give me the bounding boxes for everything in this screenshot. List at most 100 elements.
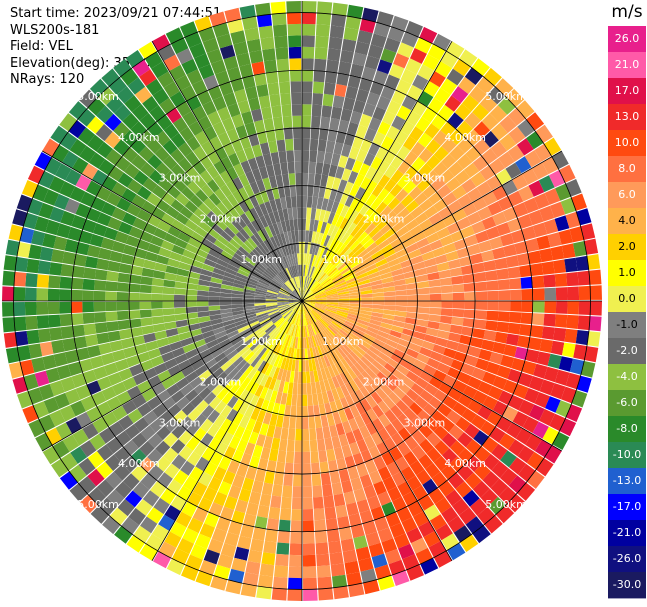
radar-gate [337, 308, 349, 314]
radar-gate [349, 297, 362, 301]
radar-gate [314, 305, 326, 312]
radar-gate [455, 169, 471, 185]
radar-gate [302, 337, 305, 349]
radar-gate [507, 266, 521, 279]
radar-gate [508, 439, 525, 457]
radar-gate [505, 162, 522, 179]
radar-gate [410, 383, 425, 396]
radar-gate [460, 225, 475, 239]
radar-gate [339, 372, 349, 385]
radar-gate [380, 347, 394, 358]
radar-gate [485, 226, 500, 240]
radar-gate [407, 501, 424, 517]
radar-gate [396, 225, 410, 238]
radar-gate [402, 328, 415, 337]
radar-gate [308, 359, 314, 372]
radar-gate [337, 293, 350, 298]
radar-gate [302, 474, 312, 487]
radar-gate [388, 391, 401, 405]
radar-gate [414, 396, 429, 410]
radar-gate [314, 321, 322, 333]
radar-gate [326, 265, 336, 276]
radar-gate [464, 301, 476, 310]
radar-gate [526, 131, 544, 150]
radar-gate [312, 309, 322, 318]
radar-gate [302, 184, 308, 196]
radar-gate [358, 279, 371, 286]
radar-gate [263, 540, 277, 554]
radar-gate [331, 482, 343, 496]
radar-gate [507, 144, 525, 162]
radar-gate [303, 296, 315, 301]
radar-gate [313, 185, 320, 198]
radar-gate [346, 502, 359, 516]
radar-gate [393, 53, 410, 69]
radar-gate [365, 395, 378, 409]
radar-gate [426, 232, 440, 244]
radar-gate [302, 302, 307, 314]
radar-gate [481, 216, 497, 230]
radar-gate [366, 92, 380, 107]
radar-gate [446, 41, 465, 59]
radar-gate [312, 308, 323, 316]
radar-gate [340, 108, 353, 122]
radar-gate [306, 382, 312, 395]
colorbar-tick-label: -4.0 [616, 370, 637, 383]
radar-gate [432, 246, 446, 258]
radar-gate [335, 422, 346, 436]
radar-gate [328, 36, 343, 50]
radar-gate [314, 231, 321, 244]
radar-gate [408, 248, 422, 259]
radar-gate [389, 63, 405, 79]
radar-gate [304, 301, 316, 304]
radar-gate [282, 485, 293, 498]
radar-gate [355, 88, 370, 103]
radar-gate [453, 351, 468, 363]
radar-gate [312, 267, 319, 279]
radar-gate [319, 275, 329, 285]
radar-gate [302, 58, 314, 70]
radar-gate [401, 517, 418, 533]
radar-gate [417, 90, 434, 107]
radar-gate [490, 123, 508, 141]
radar-gate [339, 246, 350, 257]
radar-gate [383, 305, 396, 311]
radar-gate [446, 68, 464, 86]
radar-gate [539, 339, 553, 353]
radar-gate [543, 274, 556, 288]
radar-gate [382, 476, 397, 491]
radar-gate [528, 250, 542, 264]
radar-gate [427, 97, 444, 114]
radar-gate [361, 370, 373, 383]
radar-gate [295, 428, 302, 441]
radar-gate [418, 494, 435, 511]
radar-gate [377, 262, 390, 272]
radar-gate [387, 26, 405, 42]
radar-gate [266, 518, 279, 531]
radar-gate [295, 314, 300, 326]
radar-gate [348, 583, 365, 598]
radar-gate [519, 324, 532, 337]
radar-gate [337, 331, 349, 341]
radar-gate [314, 306, 325, 313]
radar-gate [303, 566, 317, 579]
radar-gate [323, 234, 331, 247]
radar-gate [385, 253, 398, 263]
radar-gate [363, 435, 376, 450]
field-text: Field: VEL [10, 39, 73, 54]
radar-gate [289, 417, 296, 429]
radar-gate [313, 508, 325, 521]
radar-gate [325, 518, 339, 531]
radar-gate [359, 113, 372, 128]
radar-gate [464, 354, 479, 367]
radar-gate [349, 301, 362, 304]
radar-gate [304, 276, 309, 288]
radar-gate [395, 301, 408, 307]
radar-gate [392, 369, 406, 382]
radar-gate [385, 512, 401, 528]
radar-gate [447, 112, 464, 129]
radar-gate [336, 333, 347, 343]
radar-gate [366, 349, 378, 360]
radar-gate [418, 424, 434, 439]
radar-gate [326, 413, 336, 427]
